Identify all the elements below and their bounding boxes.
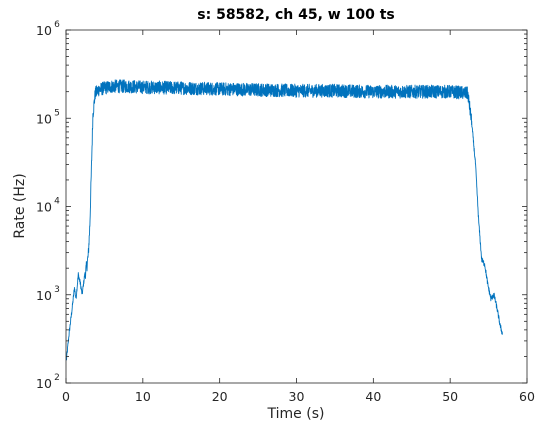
x-tick-label: 40: [365, 389, 381, 404]
y-tick-base: 10: [36, 200, 52, 215]
chart-title: s: 58582, ch 45, w 100 ts: [197, 7, 394, 23]
x-tick-label: 60: [519, 389, 535, 404]
y-tick-exponent: 5: [54, 108, 60, 118]
y-tick-base: 10: [36, 376, 52, 391]
x-tick-label: 20: [212, 389, 228, 404]
x-tick-label: 30: [289, 389, 305, 404]
y-tick-base: 10: [36, 288, 52, 303]
y-axis-label: Rate (Hz): [12, 173, 28, 238]
y-tick-label: 10 6: [36, 20, 60, 38]
x-tick-label: 0: [62, 389, 70, 404]
y-tick-exponent: 4: [54, 197, 60, 207]
axes-frame: [65, 29, 528, 384]
x-axis-label: Time (s): [267, 406, 325, 422]
y-tick-label: 10 4: [36, 197, 60, 215]
series-line: [66, 79, 503, 361]
y-tick-exponent: 3: [54, 285, 60, 295]
x-tick-label: 50: [442, 389, 458, 404]
x-tick-label: 10: [135, 389, 151, 404]
series-layer: [66, 79, 503, 361]
y-tick-exponent: 2: [54, 373, 60, 383]
y-tick-label: 10 2: [36, 373, 60, 391]
y-tick-base: 10: [36, 23, 52, 38]
y-tick-label: 10 5: [36, 108, 60, 126]
y-tick-label: 10 3: [36, 285, 60, 303]
y-tick-exponent: 6: [54, 20, 60, 30]
y-tick-base: 10: [36, 111, 52, 126]
x-axis: 0 10 20 30 40 50 60: [62, 30, 535, 404]
